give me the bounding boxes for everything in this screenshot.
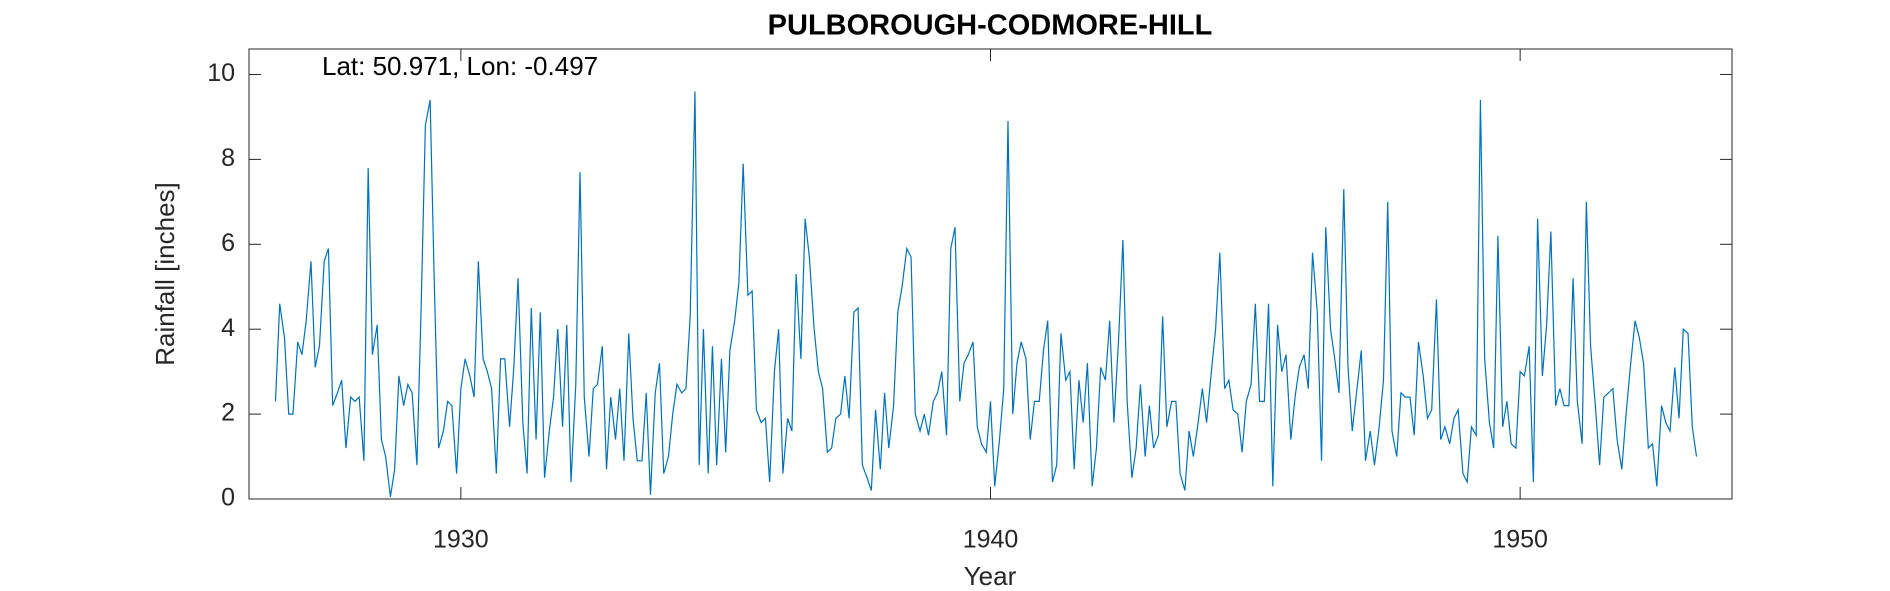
x-tick-label: 1950 bbox=[1492, 526, 1548, 554]
y-tick-label: 8 bbox=[221, 144, 235, 172]
annotation: Lat: 50.971, Lon: -0.497 bbox=[322, 51, 598, 81]
y-tick-label: 0 bbox=[221, 484, 235, 512]
x-tick-label: 1940 bbox=[963, 526, 1019, 554]
y-axis-label: Rainfall [inches] bbox=[150, 182, 180, 366]
x-tick-label: 1930 bbox=[433, 526, 489, 554]
y-tick-label: 2 bbox=[221, 399, 235, 427]
y-tick-label: 10 bbox=[207, 59, 235, 87]
data-line bbox=[274, 91, 1698, 497]
y-tick-label: 6 bbox=[221, 229, 235, 257]
x-axis-label: Year bbox=[964, 561, 1017, 591]
chart-title: PULBOROUGH-CODMORE-HILL bbox=[768, 10, 1213, 42]
y-tick-label: 4 bbox=[221, 314, 235, 342]
